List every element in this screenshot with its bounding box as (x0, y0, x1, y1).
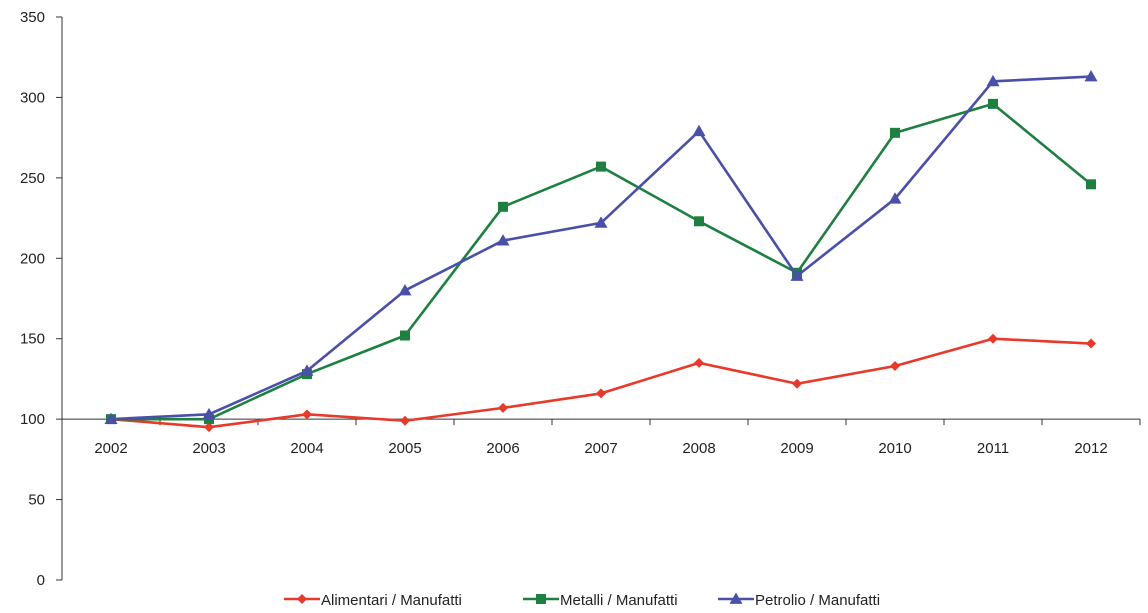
data-point (890, 361, 900, 372)
data-point (888, 192, 902, 204)
data-point (1086, 179, 1096, 190)
legend-label: Alimentari / Manufatti (321, 592, 462, 609)
x-tick-label: 2004 (290, 440, 323, 457)
series-2 (106, 98, 1096, 425)
y-tick-label: 250 (20, 170, 45, 187)
x-tick-label: 2006 (486, 440, 519, 457)
data-point (300, 364, 314, 376)
x-tick-label: 2009 (780, 440, 813, 457)
y-tick-label: 200 (20, 250, 45, 267)
y-tick-label: 50 (28, 492, 45, 509)
y-tick-label: 350 (20, 9, 45, 26)
data-point (596, 161, 606, 172)
legend-swatch-marker (536, 594, 546, 604)
data-point (498, 201, 508, 212)
data-point (692, 124, 706, 137)
x-tick-label: 2002 (94, 440, 127, 457)
y-tick-label: 300 (20, 89, 45, 106)
x-tick-label: 2003 (192, 440, 225, 457)
x-tick-label: 2011 (977, 440, 1009, 457)
y-tick-label: 100 (20, 411, 45, 428)
x-tick-label: 2008 (682, 440, 715, 457)
legend-swatch-marker (729, 592, 743, 604)
legend-label: Petrolio / Manufatti (755, 592, 880, 609)
x-tick-label: 2005 (388, 440, 421, 457)
chart-series-layer (104, 70, 1098, 433)
data-point (202, 407, 216, 420)
series-line (110, 337, 1092, 429)
x-tick-label: 2007 (584, 440, 617, 457)
y-tick-label: 150 (20, 331, 45, 348)
data-point (986, 74, 1000, 87)
y-tick-label: 0 (37, 572, 45, 589)
legend-item: Alimentari / Manufatti (284, 592, 462, 609)
data-point (890, 127, 900, 138)
data-point (694, 216, 704, 227)
data-point (988, 98, 998, 109)
data-point (790, 269, 804, 281)
data-point (792, 378, 802, 389)
x-tick-label: 2012 (1074, 440, 1107, 457)
series-1 (106, 333, 1096, 433)
data-point (204, 422, 214, 433)
data-point (1084, 70, 1098, 82)
series-line (111, 102, 1092, 421)
data-point (988, 333, 998, 344)
legend-item: Metalli / Manufatti (523, 592, 678, 609)
data-point (104, 412, 118, 425)
legend-label: Metalli / Manufatti (560, 592, 678, 609)
chart-axes: 0 50 100 150 200 250 300 350 2002 2003 2004 2005 200… (20, 9, 1141, 589)
chart-legend: Alimentari / Manufatti Metalli / Manufatt… (284, 592, 880, 609)
data-point (1086, 338, 1096, 349)
series-line (110, 75, 1092, 421)
legend-item: Petrolio / Manufatti (718, 592, 880, 609)
data-point (594, 216, 608, 228)
legend-swatch-marker (297, 594, 307, 604)
data-point (400, 415, 410, 426)
data-point (398, 283, 412, 296)
data-point (496, 234, 510, 246)
data-point (302, 409, 312, 420)
x-tick-label: 2010 (878, 440, 911, 457)
series-3 (104, 70, 1098, 425)
data-point (694, 357, 704, 368)
data-point (400, 330, 410, 341)
data-point (498, 402, 508, 413)
data-point (596, 388, 606, 399)
